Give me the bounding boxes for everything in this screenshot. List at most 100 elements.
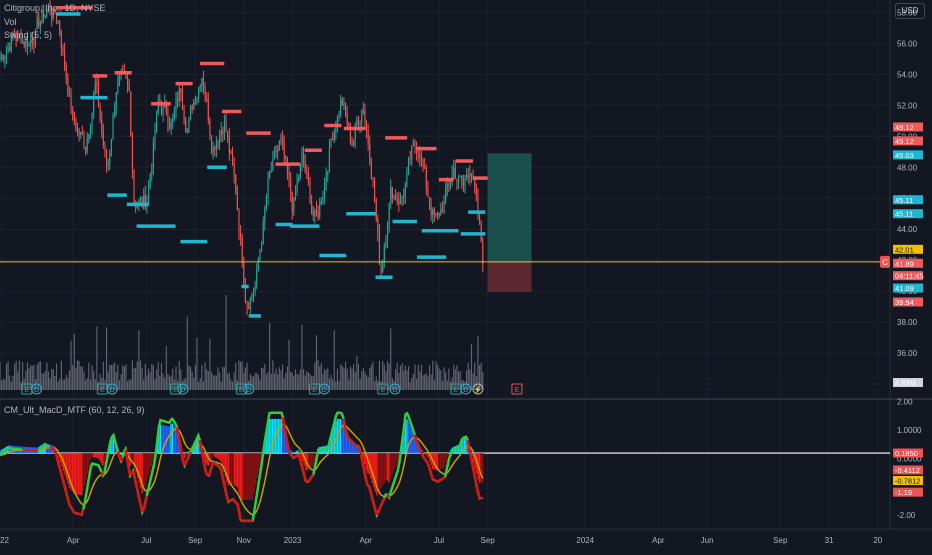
candle-body	[222, 130, 223, 133]
symbol-legend[interactable]: Citigroup, Inc., 1D, NYSE	[4, 3, 106, 13]
candle-body	[88, 134, 89, 139]
histogram-bar	[92, 453, 93, 457]
candle-body	[171, 122, 172, 129]
volume-bar	[419, 372, 420, 390]
candle-body	[313, 212, 314, 216]
volume-bar	[285, 373, 286, 390]
candle-body	[390, 187, 391, 204]
volume-bar	[38, 362, 39, 390]
candle-body	[140, 197, 141, 201]
candle-body	[224, 121, 225, 133]
volume-bar	[269, 323, 270, 390]
macd-line-bear	[54, 449, 56, 453]
candle-body	[235, 175, 236, 193]
volume-bar	[432, 361, 433, 390]
macd-line-bear	[236, 503, 238, 505]
histogram-bar	[238, 453, 239, 493]
volume-bar	[213, 375, 214, 390]
macd-line-bear	[356, 445, 358, 447]
histogram-bar	[0, 451, 1, 453]
candle-body	[4, 58, 5, 59]
histogram-bar	[185, 453, 186, 456]
histogram-bar	[313, 453, 314, 465]
macd-line-bear	[418, 443, 420, 447]
candle-body	[288, 171, 289, 178]
volume-bar	[390, 328, 391, 390]
histogram-bar	[220, 453, 221, 461]
axis-price-tag-text: -1.19	[895, 488, 912, 497]
histogram-bar	[169, 426, 170, 453]
volume-bar	[85, 380, 86, 390]
axis-price-tag-text: 0.1850	[895, 449, 918, 458]
candle-body	[85, 147, 86, 152]
candle-body	[408, 159, 409, 171]
candle-body	[426, 169, 427, 187]
volume-bar	[9, 375, 10, 390]
macd-tick-label: 2.00	[897, 397, 913, 406]
price-tick-label: 38.00	[897, 318, 918, 327]
volume-bar	[284, 378, 285, 390]
candle-body	[219, 135, 220, 143]
histogram-bar	[364, 453, 365, 464]
volume-bar	[154, 379, 155, 390]
macd-line-bear	[351, 441, 353, 443]
histogram-bar	[95, 453, 96, 458]
volume-bar	[374, 381, 375, 390]
volume-bar	[193, 378, 194, 390]
macd-line-bear	[215, 463, 217, 464]
macd-line-bear	[133, 471, 135, 478]
macd-line-bear	[383, 498, 385, 501]
volume-bar	[145, 364, 146, 390]
axis-price-tag-text: 39.94	[895, 298, 914, 307]
volume-bar	[468, 363, 469, 390]
histogram-bar	[291, 451, 292, 453]
volume-legend[interactable]: Vol	[4, 17, 17, 27]
event-marker-label: D	[110, 387, 115, 394]
candle-body	[321, 201, 322, 203]
candle-body	[3, 55, 4, 59]
candle-body	[240, 233, 241, 239]
volume-bar	[216, 376, 217, 390]
swing-legend[interactable]: Swing (5, 5)	[4, 30, 52, 40]
long-position-box[interactable]	[488, 153, 532, 292]
candle-body	[332, 139, 333, 140]
event-marker-label: E	[380, 387, 385, 394]
macd-line-bear	[433, 479, 435, 480]
candle-body	[200, 87, 201, 88]
volume-bar	[158, 362, 159, 390]
candle-body	[261, 245, 262, 250]
volume-bar	[87, 378, 88, 390]
candle-body	[403, 197, 404, 198]
macd-tick-label: -2.00	[897, 511, 916, 520]
candle-body	[277, 149, 278, 152]
volume-bar	[48, 371, 49, 390]
candle-body	[66, 65, 67, 78]
candle-body	[0, 59, 1, 60]
macd-line-bear	[67, 494, 69, 500]
volume-bar	[229, 373, 230, 390]
candle-body	[369, 144, 370, 163]
time-tick-label: Apr	[360, 536, 373, 545]
candle-body	[114, 107, 115, 116]
volume-bar	[332, 379, 333, 390]
axis-price-tag-text: 41.89	[895, 259, 914, 268]
candle-body	[30, 40, 31, 43]
volume-bar	[1, 380, 2, 390]
volume-bar	[79, 361, 80, 390]
candle-body	[271, 171, 272, 172]
candle-body	[435, 214, 436, 216]
volume-bar	[263, 368, 264, 390]
currency-button[interactable]: USD	[895, 3, 925, 19]
histogram-bar	[443, 453, 444, 468]
macd-line-bear	[474, 471, 476, 479]
macd-line-bear	[50, 447, 52, 448]
macd-line-bear	[295, 456, 297, 457]
volume-bar	[442, 381, 443, 390]
candle-body	[1, 55, 2, 59]
volume-bar	[301, 325, 302, 390]
indicator-legend[interactable]: CM_Ult_MacD_MTF (60, 12, 26, 9)	[4, 405, 145, 415]
volume-bar	[6, 364, 7, 390]
histogram-bar	[393, 453, 394, 472]
